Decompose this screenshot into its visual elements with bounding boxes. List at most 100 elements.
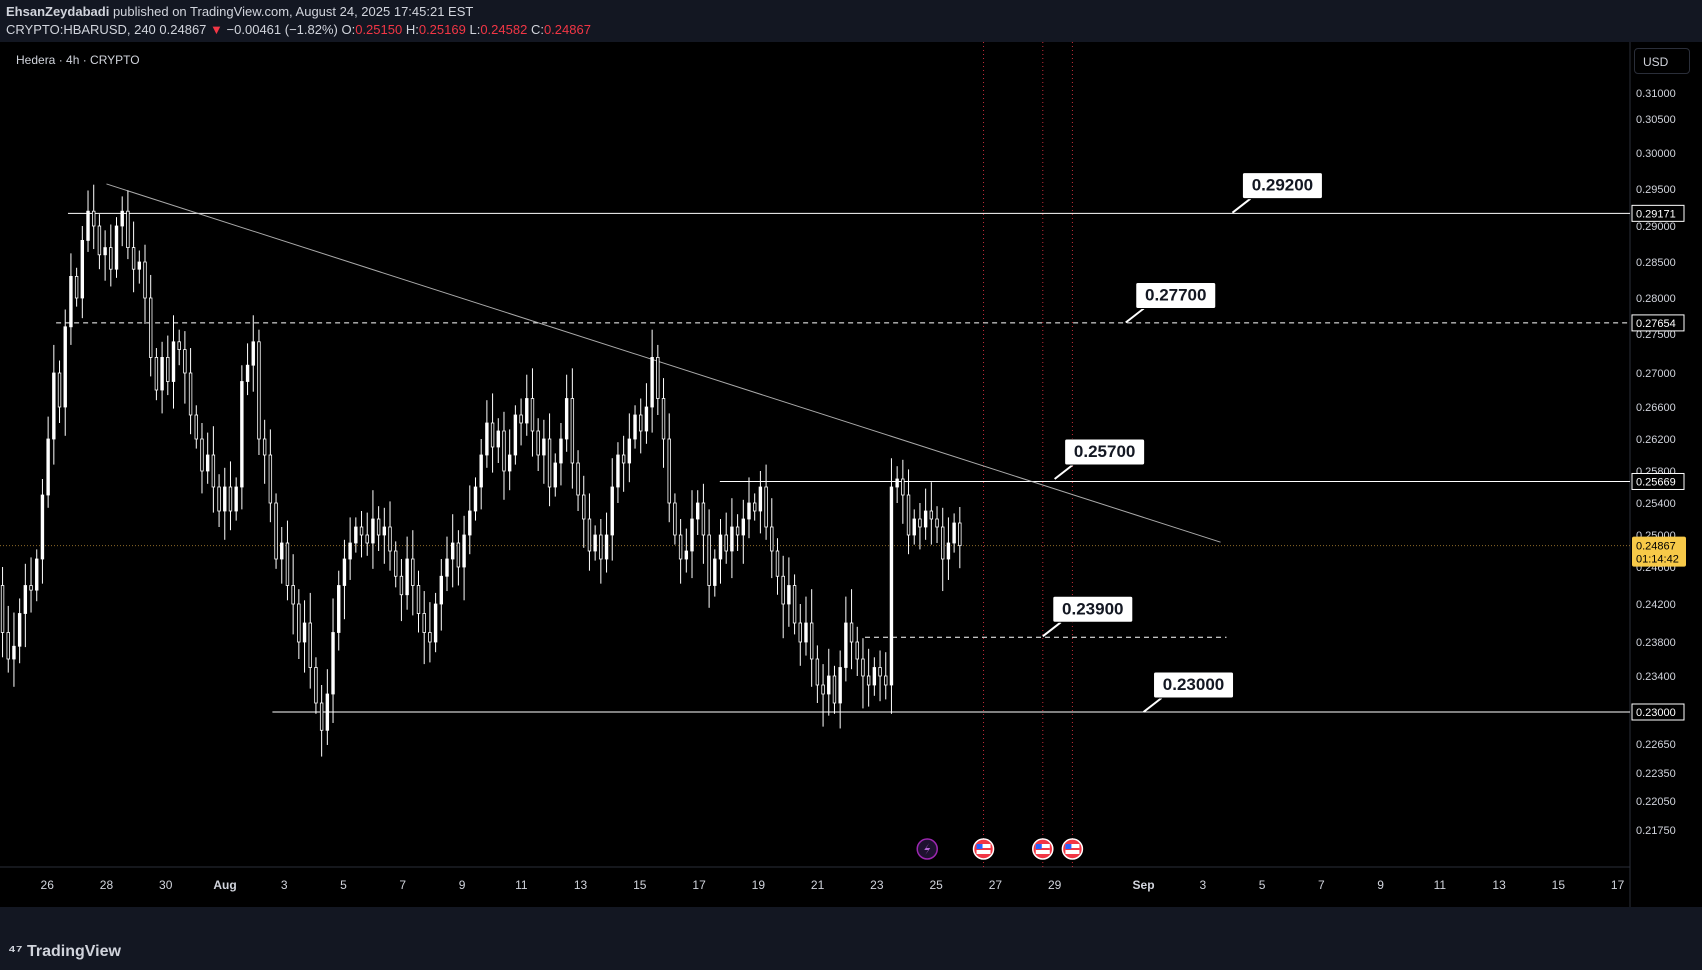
candle-body — [752, 502, 757, 512]
ohlc-l-label: L: — [469, 22, 481, 37]
candle-body — [274, 502, 278, 560]
us-flag-icon[interactable] — [972, 838, 995, 860]
us-flag-icon[interactable] — [1032, 838, 1054, 860]
time-tick-label: 3 — [281, 878, 288, 892]
candle-body — [644, 406, 649, 432]
candle-body — [758, 486, 763, 512]
candle-body — [610, 486, 614, 536]
candle-body — [667, 438, 671, 504]
flag-canton — [976, 844, 983, 849]
callout-pointer — [1231, 197, 1252, 214]
current-price-text: 0.24867 — [1636, 541, 1676, 553]
candle-body — [844, 622, 848, 668]
time-tick-label: 3 — [1199, 878, 1206, 892]
candle-body — [918, 518, 922, 528]
time-tick-label: 27 — [989, 878, 1003, 892]
candle-body — [735, 526, 740, 536]
price-callout[interactable]: 0.23900 — [1042, 595, 1134, 638]
annotations[interactable]: 0.29200 0.27700 0.25700 0.23900 0.23000 — [1042, 172, 1323, 713]
price-label-text: 0.25669 — [1636, 476, 1676, 488]
trendline[interactable] — [106, 183, 1221, 543]
author-name[interactable]: EhsanZeydabadi — [6, 4, 110, 19]
candle-body — [6, 632, 10, 660]
time-tick-label: 13 — [1492, 878, 1506, 892]
candle-body — [148, 297, 153, 358]
price-chart[interactable]: 0.29200 0.27700 0.25700 0.23900 0.23000 0.31… — [0, 42, 1702, 935]
price-callout[interactable]: 0.27700 — [1125, 281, 1217, 324]
candle-body — [855, 641, 859, 660]
legend-title: Hedera · 4h · CRYPTO — [16, 53, 140, 67]
ohlc-c-label: C: — [530, 22, 544, 37]
price-callout[interactable]: 0.25700 — [1054, 438, 1146, 480]
candle-body — [57, 372, 62, 408]
candle-body — [382, 526, 387, 536]
down-arrow-icon: ▼ — [210, 22, 223, 37]
candle-body — [713, 558, 717, 586]
candle-body — [849, 622, 854, 643]
candle-body — [433, 603, 438, 643]
brand-name: TradingView — [26, 943, 121, 960]
candle-body — [280, 542, 284, 560]
horizontal-levels[interactable] — [0, 212, 1630, 713]
callout-box — [1241, 172, 1323, 200]
price-callout[interactable]: 0.23000 — [1142, 671, 1235, 713]
countdown-text: 01:14:42 — [1636, 554, 1679, 566]
price-callout[interactable]: 0.29200 — [1231, 172, 1323, 214]
candle-body — [587, 518, 592, 552]
time-axis[interactable]: 26 28 30 Aug 3 5 7 9 11 13 15 17 19 21 23 25 27 29 Sep 3 5 7 9… — [41, 878, 1625, 892]
candle-body — [80, 239, 85, 299]
candle-body — [878, 667, 882, 677]
tradingview-logo[interactable]: ⁴⁷ TradingView — [8, 943, 121, 961]
candle-body — [530, 398, 535, 432]
price-label-text: 0.23000 — [1636, 707, 1676, 719]
candle-body — [633, 414, 637, 440]
candle-body — [17, 613, 22, 647]
candle-body — [627, 438, 632, 464]
lightning-icon[interactable] — [916, 838, 938, 860]
publish-header: EhsanZeydabadi published on TradingView.… — [0, 0, 1702, 42]
candle-body — [604, 534, 609, 560]
flag-canton — [1035, 844, 1042, 849]
candle-body — [131, 247, 136, 270]
candle-body — [240, 381, 244, 488]
time-tick-label: Sep — [1133, 878, 1155, 892]
candle-body — [63, 326, 67, 408]
event-icons[interactable] — [916, 838, 1084, 860]
candle-body — [479, 454, 483, 488]
price-label-box — [1631, 703, 1685, 721]
price-tick-label: 0.21750 — [1636, 825, 1676, 837]
price-label-box — [1631, 204, 1685, 222]
time-tick-label: 17 — [692, 878, 706, 892]
price-tick-label: 0.28500 — [1636, 257, 1676, 269]
price-axis[interactable]: 0.31000 0.30500 0.30000 0.29500 0.29000 0.285… — [1631, 88, 1686, 837]
ohlc-open: 0.25150 — [355, 22, 403, 37]
candle-body — [257, 341, 261, 440]
candle-body — [388, 526, 392, 552]
candle-body — [428, 632, 432, 643]
event-lines — [983, 42, 1073, 867]
callout-pointer — [1054, 464, 1074, 480]
time-tick-label: 17 — [1611, 878, 1625, 892]
candle-body — [194, 414, 198, 440]
trendline-group[interactable] — [106, 183, 1221, 543]
time-tick-label: 11 — [515, 878, 528, 892]
candle-body — [889, 486, 894, 686]
candle-body — [245, 364, 250, 382]
candle-body — [154, 356, 159, 391]
time-tick-label: 28 — [100, 878, 114, 892]
candle-body — [285, 542, 290, 586]
callout-text: 0.29200 — [1252, 176, 1313, 195]
ohlc-o-label: O: — [341, 22, 356, 37]
flag-stripe — [976, 848, 991, 850]
candle-body — [399, 575, 404, 596]
price-tick-label: 0.25400 — [1636, 498, 1676, 510]
price-tick-label: 0.29500 — [1636, 184, 1676, 196]
currency-button[interactable]: USD — [1634, 48, 1690, 74]
candle-body — [707, 534, 711, 586]
candle-body — [770, 526, 774, 552]
time-tick-label: 25 — [929, 878, 943, 892]
us-flag-icon[interactable] — [1061, 838, 1084, 860]
candle-body — [40, 494, 45, 560]
flag-canton — [1065, 844, 1072, 849]
time-tick-label: 13 — [574, 878, 588, 892]
